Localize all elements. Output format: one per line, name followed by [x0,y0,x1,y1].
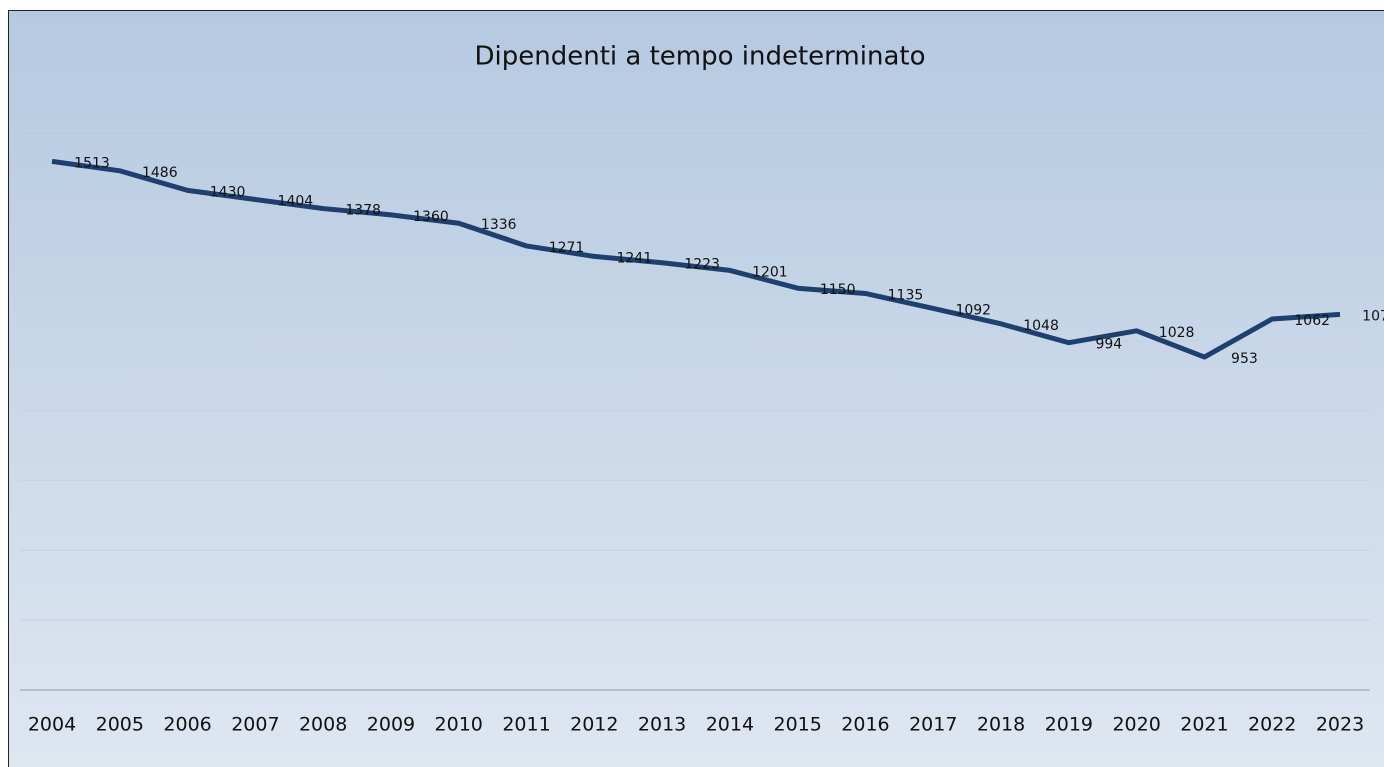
x-tick-label: 2022 [1248,714,1296,736]
x-tick-label: 2021 [1180,714,1228,736]
x-tick-label: 2014 [706,714,754,736]
data-label: 1092 [955,302,991,318]
x-tick-label: 2004 [28,714,76,736]
x-tick-label: 2016 [841,714,889,736]
x-tick-label: 2006 [163,714,211,736]
data-label: 953 [1231,351,1258,367]
x-tick-label: 2012 [570,714,618,736]
x-tick-label: 2017 [909,714,957,736]
x-tick-label: 2005 [96,714,144,736]
data-label: 1223 [684,257,720,273]
x-tick-label: 2018 [977,714,1025,736]
data-label: 1486 [142,165,178,181]
data-label: 1201 [752,264,788,280]
data-line [51,158,1341,360]
data-label: 1028 [1159,325,1195,341]
x-tick-label: 2010 [435,714,483,736]
data-label: 994 [1095,337,1122,353]
data-label: 1360 [413,209,449,225]
data-label: 1150 [820,282,856,298]
x-tick-label: 2013 [638,714,686,736]
x-tick-label: 2020 [1112,714,1160,736]
data-label: 1513 [74,155,110,171]
data-label: 1075 [1362,308,1384,324]
x-tick-label: 2015 [774,714,822,736]
x-tick-label: 2007 [231,714,279,736]
data-label: 1430 [210,184,246,200]
data-label: 1271 [549,240,585,256]
data-label: 1135 [888,287,924,303]
data-label: 1062 [1294,313,1330,329]
chart-title: Dipendenti a tempo indeterminato [475,42,926,72]
x-tick-label: 2011 [502,714,550,736]
data-label: 1336 [481,217,517,233]
x-tick-label: 2023 [1316,714,1364,736]
x-tick-label: 2019 [1045,714,1093,736]
data-label: 1241 [616,250,652,266]
data-label: 1404 [278,193,314,209]
x-tick-label: 2008 [299,714,347,736]
data-label: 1378 [345,203,381,219]
data-label: 1048 [1023,318,1059,334]
x-tick-label: 2009 [367,714,415,736]
chart-frame [8,10,1384,767]
